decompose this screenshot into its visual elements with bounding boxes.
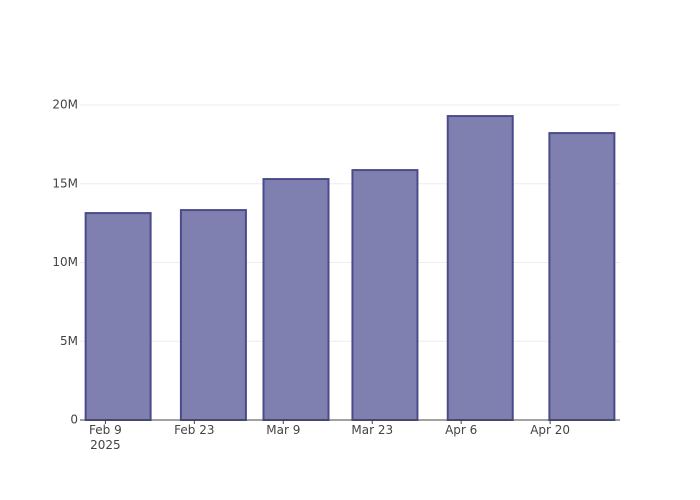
x-tick-label-line: Feb 23 [174, 423, 214, 437]
y-tick-label: 15M [52, 176, 78, 190]
bar [84, 212, 152, 421]
x-tick-label-line: Apr 6 [445, 423, 477, 437]
x-tick-label: Apr 6 [445, 423, 477, 437]
y-tick-label: 20M [52, 98, 78, 112]
x-tick-label-line: Apr 20 [530, 423, 570, 437]
y-tick-label: 10M [52, 255, 78, 269]
x-tick-label-line: Mar 9 [266, 423, 300, 437]
x-tick-label: Apr 20 [530, 423, 570, 437]
bar [446, 115, 514, 422]
bar [351, 169, 419, 421]
x-tick-label: Feb 23 [174, 423, 214, 437]
x-tick-label-line: Feb 9 [89, 423, 122, 437]
x-tick-label: Feb 9 2025 [89, 423, 122, 452]
bar [548, 132, 616, 421]
y-tick-label: 0 [70, 413, 78, 427]
x-tick-label-line: Mar 23 [351, 423, 393, 437]
bar [262, 178, 330, 421]
x-tick-label: Mar 23 [351, 423, 393, 437]
x-tick-label: Mar 9 [266, 423, 300, 437]
y-tick-label: 5M [60, 334, 78, 348]
bar [179, 209, 247, 421]
x-tick-label-line: 2025 [90, 438, 121, 452]
